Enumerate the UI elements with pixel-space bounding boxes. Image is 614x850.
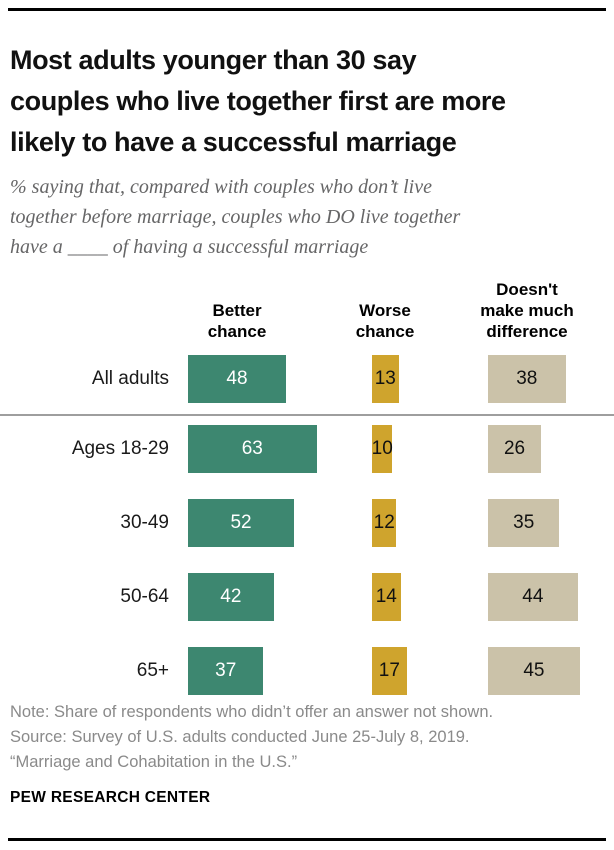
bar-value: 14	[375, 586, 397, 607]
bar: 26	[488, 425, 542, 473]
bar-value: 48	[226, 368, 248, 389]
bottom-rule	[8, 838, 606, 841]
bar-value: 35	[513, 512, 535, 533]
bar-value: 12	[373, 512, 395, 533]
footnotes: Note: Share of respondents who didn’t of…	[10, 700, 606, 775]
bar: 48	[188, 355, 286, 403]
bar: 10	[371, 425, 393, 473]
bar: 52	[188, 499, 295, 547]
bar: 37	[188, 647, 264, 695]
subtitle-line: have a ____ of having a successful marri…	[10, 236, 369, 258]
column-header-worse-chance: Worse chance	[355, 301, 415, 341]
bar-value: 52	[230, 512, 252, 533]
column-header-better-chance: Better chance	[207, 301, 267, 341]
top-rule	[8, 8, 606, 11]
subtitle-line: % saying that, compared with couples who…	[10, 176, 432, 198]
row-label: 50-64	[120, 586, 169, 607]
bar-value: 10	[371, 438, 393, 459]
bar: 13	[372, 355, 399, 403]
title-line: couples who live together first are more	[10, 86, 506, 117]
bar: 45	[488, 647, 580, 695]
page-title: Most adults younger than 30 say couples …	[10, 40, 608, 163]
bar-value: 26	[503, 438, 526, 459]
row-label: Ages 18-29	[71, 438, 169, 459]
bar-value: 44	[522, 586, 544, 607]
row-label: 65+	[136, 660, 169, 681]
bar: 35	[488, 499, 560, 547]
title-line: likely to have a successful marriage	[10, 127, 457, 158]
bar: 14	[372, 573, 401, 621]
bar-value: 13	[374, 368, 396, 389]
bar-value: 37	[215, 660, 237, 681]
pew-research-center-wordmark: PEW RESEARCH CENTER	[10, 789, 211, 806]
bar: 17	[372, 647, 407, 695]
bar-value: 17	[378, 660, 400, 681]
bar: 42	[188, 573, 274, 621]
bar-value: 45	[523, 660, 545, 681]
bar: 12	[372, 499, 397, 547]
row-label: All adults	[91, 368, 169, 389]
report-title-line: “Marriage and Cohabitation in the U.S.”	[10, 753, 298, 771]
subtitle-line: together before marriage, couples who DO…	[10, 206, 461, 228]
bar: 38	[488, 355, 566, 403]
source-line: Source: Survey of U.S. adults conducted …	[10, 728, 470, 746]
group-separator-line	[0, 414, 614, 416]
bar: 63	[188, 425, 317, 473]
chart-subtitle: % saying that, compared with couples who…	[10, 172, 606, 262]
bar-value: 63	[241, 438, 263, 459]
title-line: Most adults younger than 30 say	[10, 45, 417, 76]
row-label: 30-49	[120, 512, 169, 533]
bar-value: 38	[516, 368, 538, 389]
bar: 44	[488, 573, 578, 621]
column-header-doesnt-make-much-difference: Doesn't make much difference	[480, 280, 574, 341]
bar-value: 42	[220, 586, 242, 607]
note-line: Note: Share of respondents who didn’t of…	[10, 703, 494, 721]
